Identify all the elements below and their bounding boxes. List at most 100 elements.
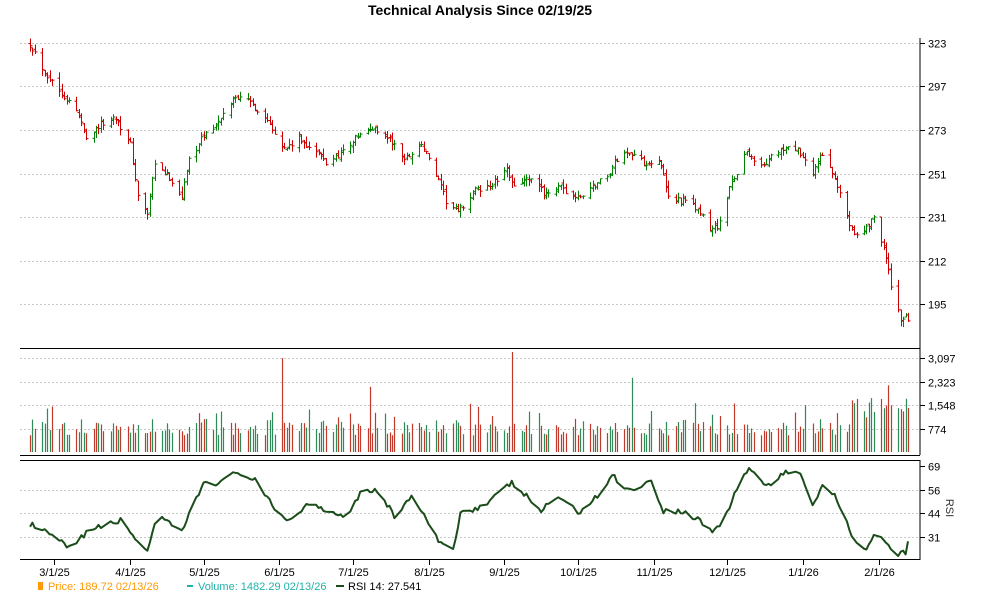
price-bar <box>370 126 375 131</box>
price-bar <box>473 186 478 196</box>
price-bar <box>304 136 309 148</box>
price-bar <box>216 115 221 131</box>
price-bar <box>211 124 216 134</box>
price-bar <box>375 125 380 135</box>
rsi-axis-label: RSI <box>943 499 955 517</box>
price-bar <box>33 44 38 54</box>
price-bar <box>661 163 666 176</box>
rsi-tick-label: 69 <box>928 462 940 474</box>
price-bar <box>752 155 757 167</box>
volume-tick-label: 774 <box>928 425 946 437</box>
price-bar <box>666 180 671 199</box>
price-bar <box>341 144 346 156</box>
price-bar <box>718 216 723 232</box>
x-tick-label: 1/1/26 <box>788 567 819 579</box>
price-bar <box>529 178 534 184</box>
price-bar <box>632 149 637 157</box>
price-bar <box>698 204 703 216</box>
price-bar <box>282 142 287 150</box>
price-bar <box>458 203 463 218</box>
price-bar <box>50 78 55 86</box>
price-bar <box>468 192 473 214</box>
legend-rsi-label: RSI 14: 27.541 <box>348 581 421 593</box>
price-bar <box>324 157 329 166</box>
price-bar <box>444 184 449 210</box>
price-bar <box>649 160 654 169</box>
price-bar <box>353 134 358 147</box>
legend-volume: Volume: 1482.29 02/13/26 <box>187 581 326 593</box>
price-bar <box>627 152 632 156</box>
price-bar <box>725 197 730 227</box>
price-bar <box>478 184 483 198</box>
price-bar <box>524 174 529 187</box>
legend-volume-label: Volume: 1482.29 02/13/26 <box>198 581 326 593</box>
volume-bars <box>29 352 910 452</box>
price-bar <box>886 252 891 275</box>
price-bar <box>45 72 50 84</box>
price-bar <box>502 167 507 181</box>
price-bar <box>495 176 500 187</box>
price-bar <box>248 95 253 108</box>
price-bar <box>798 147 803 158</box>
price-bar <box>402 153 407 165</box>
legend-rsi: RSI 14: 27.541 <box>336 581 421 593</box>
price-bar <box>290 140 295 152</box>
price-bar <box>233 95 238 104</box>
price-bar <box>160 162 165 171</box>
legend-price-marker <box>38 582 43 590</box>
price-bar <box>273 126 278 135</box>
x-tick-label: 7/1/25 <box>338 567 369 579</box>
price-bar <box>255 109 260 115</box>
price-bar <box>307 141 312 151</box>
price-bar <box>321 148 326 162</box>
price-bar <box>419 141 424 147</box>
price-bar <box>512 177 517 187</box>
price-bar <box>118 116 123 136</box>
price-bar <box>598 178 603 185</box>
rsi-tick-label: 44 <box>928 509 940 521</box>
price-bar <box>564 183 569 195</box>
x-tick-label: 5/1/25 <box>189 567 220 579</box>
price-bar <box>581 195 586 200</box>
price-bar <box>392 139 397 151</box>
price-bar <box>838 184 843 198</box>
price-bar <box>769 153 774 162</box>
price-bar <box>644 160 649 171</box>
price-bar <box>74 96 79 112</box>
x-tick-label: 10/1/25 <box>560 567 597 579</box>
price-bar <box>490 182 495 190</box>
price-bar <box>167 172 172 182</box>
price-bar <box>436 175 441 181</box>
price-bar <box>786 146 791 151</box>
price-bar <box>204 130 209 140</box>
price-bar <box>221 108 226 121</box>
volume-tick-label: 1,548 <box>928 401 956 413</box>
price-bar <box>727 185 732 199</box>
price-bar <box>194 145 199 163</box>
volume-tick-label: 3,097 <box>928 354 956 366</box>
price-bar <box>605 174 610 182</box>
price-bar <box>238 91 243 102</box>
price-tick-label: 212 <box>928 257 946 269</box>
price-bar <box>136 180 141 202</box>
price-tick-label: 251 <box>928 170 946 182</box>
rsi-line <box>29 467 909 557</box>
price-bar <box>424 150 429 155</box>
price-bar <box>422 141 427 152</box>
price-bar <box>855 232 860 239</box>
x-axis-ticks: 3/1/25 4/1/25 5/1/25 6/1/25 7/1/25 8/1/25 9/1/… <box>39 560 895 579</box>
legend-price-label: Price: 189.72 02/13/26 <box>48 581 159 593</box>
price-bar <box>177 179 182 196</box>
price-bar <box>683 195 688 204</box>
price-bar <box>199 132 204 147</box>
price-bar <box>348 141 353 155</box>
price-bar <box>803 152 808 167</box>
price-bar <box>735 174 740 181</box>
price-bar <box>358 132 363 138</box>
price-bar <box>507 165 512 181</box>
price-bar <box>591 180 596 192</box>
price-bar <box>28 38 33 52</box>
price-bar <box>889 263 894 291</box>
